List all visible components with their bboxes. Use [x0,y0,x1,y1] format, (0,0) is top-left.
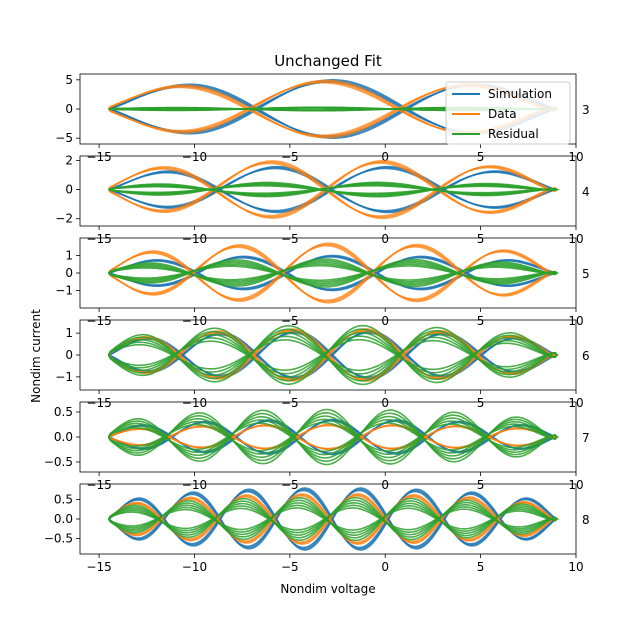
series-simulation-line [108,488,560,550]
legend-label: Simulation [488,87,552,101]
y-tick-label: −0.5 [44,455,73,469]
x-tick-label: 5 [477,478,485,492]
y-tick-label: 0.0 [54,430,73,444]
y-tick-label: 0 [65,266,73,280]
series-residual-line [108,184,560,195]
panel-lines [107,160,560,220]
panel-6: −101−15 −10 −5 0 5 106 [55,319,590,410]
x-tick-label: −15 [86,560,111,574]
y-tick-label: 0.5 [54,493,73,507]
panel-4: −202−15 −10 −5 0 5 104 [55,153,589,246]
panel-8: −0.5 0.0 0.5 −15 −10 −5 0 5 10 8 [44,483,590,574]
y-tick-label: −0.5 [44,531,73,545]
panels: −505−15 −10 −5 0 5 103−202−15 −10 −5 0 5 104−101−1… [44,73,590,574]
harmonic-label: 3 [582,103,590,117]
y-tick-label: 0.5 [54,405,73,419]
series-residual-line [108,507,559,531]
y-tick-label: −1 [55,370,73,384]
panel-5: −101−15 −10 −5 0 5 105 [55,237,590,328]
x-tick-label: 0 [381,314,389,328]
legend-label: Residual [488,127,539,141]
series-residual-line [107,338,558,372]
x-tick-label: −15 [86,396,111,410]
x-axis-label: Nondim voltage [280,582,375,596]
harmonic-label: 5 [582,267,590,281]
x-tick-label: 5 [477,396,485,410]
panel-lines [107,242,559,304]
x-tick-label: −5 [281,232,299,246]
panel-lines [107,408,560,466]
series-residual-line [108,264,559,282]
x-tick-label: 0 [381,478,389,492]
axes-frame [79,237,577,309]
x-tick-label: 0 [381,560,389,574]
chart-title: Unchanged Fit [274,52,382,70]
y-tick-label: 1 [65,249,73,263]
panel-lines [107,487,561,551]
x-tick-label: −5 [281,560,299,574]
x-tick-label: 5 [477,314,485,328]
x-tick-label: −5 [281,478,299,492]
series-simulation-line [108,166,557,213]
series-data-line [108,242,559,304]
y-tick-label: −5 [55,131,73,145]
x-tick-label: −10 [182,478,207,492]
y-tick-label: 0 [65,348,73,362]
x-tick-label: 0 [381,396,389,410]
series-data-line [107,244,559,302]
harmonic-label: 4 [582,185,590,199]
legend: Simulation Data Residual [445,81,571,145]
x-tick-label: −15 [86,314,111,328]
y-tick-label: 1 [65,326,73,340]
x-tick-label: −15 [86,150,111,164]
harmonic-label: 8 [582,513,590,527]
series-residual-line [107,421,559,453]
x-tick-label: −10 [182,314,207,328]
axes-frame [79,155,577,227]
x-tick-label: −5 [281,396,299,410]
x-tick-label: −5 [281,314,299,328]
x-tick-label: 0 [381,232,389,246]
x-tick-label: −5 [281,150,299,164]
y-tick-label: −2 [55,212,73,226]
panel-lines [107,324,560,386]
legend-box [445,81,571,145]
y-tick-label: 0 [65,183,73,197]
y-tick-label: 0 [65,102,73,116]
x-tick-label: −15 [86,478,111,492]
panel-7: −0.50.00.5−15 −10 −5 0 5 107 [44,401,590,492]
y-tick-label: 5 [65,73,73,87]
x-tick-label: 10 [568,560,583,574]
harmonic-label: 7 [582,431,590,445]
legend-label: Data [488,107,517,121]
series-data-line [107,243,559,303]
x-tick-label: 5 [477,150,485,164]
x-tick-label: −15 [86,232,111,246]
x-tick-label: −10 [182,560,207,574]
x-tick-label: 0 [381,150,389,164]
harmonic-label: 6 [582,349,590,363]
y-tick-label: −1 [55,284,73,298]
y-tick-label: 0.0 [54,512,73,526]
x-tick-label: 5 [477,232,485,246]
x-tick-label: −10 [182,396,207,410]
x-tick-label: −10 [182,232,207,246]
x-tick-label: −10 [182,150,207,164]
y-tick-label: 2 [65,153,73,167]
x-tick-label: 5 [477,560,485,574]
y-axis-label: Nondim current [29,309,43,403]
